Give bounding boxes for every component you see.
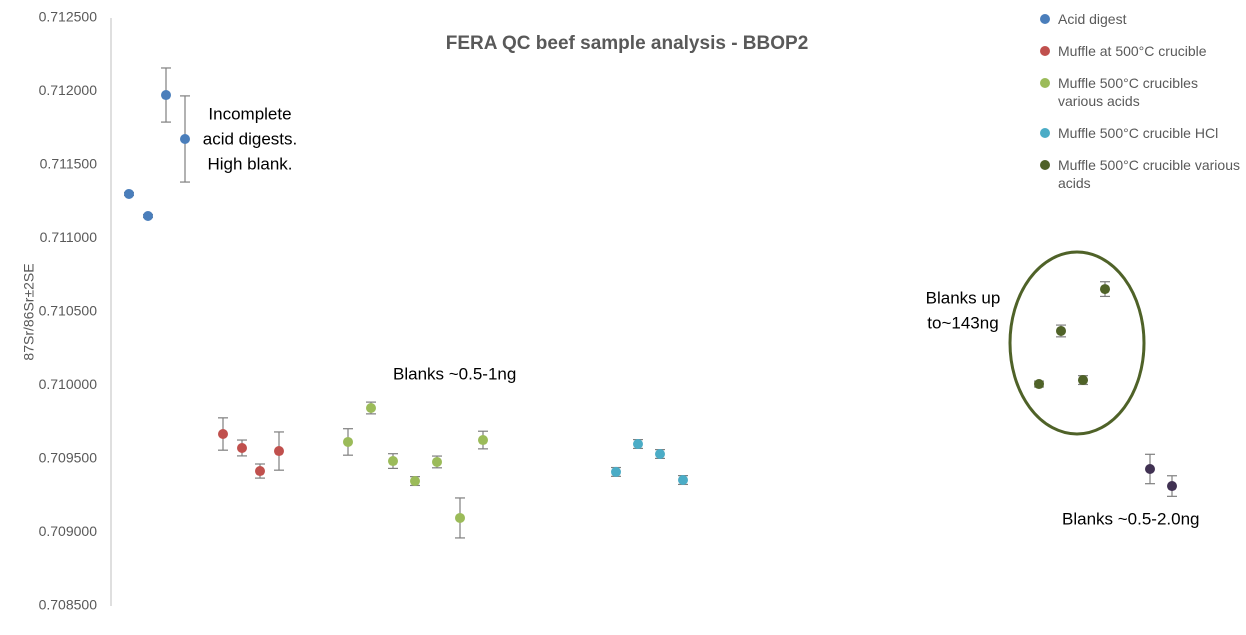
- point: [255, 466, 265, 477]
- annotation: acid digests.: [203, 129, 298, 148]
- point: [1100, 284, 1110, 295]
- highlight-ellipse: [1008, 250, 1146, 436]
- legend-item: Muffle 500°C crucible HCl: [1040, 124, 1245, 142]
- point: [1145, 463, 1155, 474]
- point: [218, 429, 228, 440]
- y-tick-label: 0.709000: [39, 523, 98, 539]
- legend-marker: [1040, 78, 1050, 88]
- legend-label: Acid digest: [1058, 11, 1127, 27]
- point: [274, 446, 284, 457]
- point: [678, 475, 688, 486]
- annotation: Blanks up: [926, 288, 1001, 307]
- point: [237, 442, 247, 453]
- annotation: to~143ng: [927, 313, 998, 332]
- legend-marker: [1040, 128, 1050, 138]
- legend-item: Muffle 500°C crucibles various acids: [1040, 74, 1245, 110]
- legend-label: Muffle 500°C crucible HCl: [1058, 125, 1219, 141]
- point: [611, 466, 621, 477]
- legend-marker: [1040, 46, 1050, 56]
- legend-item: Muffle at 500°C crucible: [1040, 42, 1245, 60]
- legend-marker: [1040, 160, 1050, 170]
- point: [161, 90, 171, 101]
- point: [366, 402, 376, 413]
- y-tick-label: 0.710500: [39, 303, 98, 319]
- chart-title: FERA QC beef sample analysis - BBOP2: [446, 33, 809, 54]
- legend-label: Muffle at 500°C crucible: [1058, 43, 1207, 59]
- point: [455, 512, 465, 523]
- point: [655, 449, 665, 460]
- annotation: Incomplete: [208, 104, 291, 123]
- y-tick-label: 0.711500: [40, 156, 98, 172]
- point: [343, 436, 353, 447]
- point: [478, 435, 488, 446]
- point: [143, 211, 153, 222]
- y-tick-label: 0.708500: [39, 597, 98, 613]
- point: [1078, 375, 1088, 386]
- point: [1034, 379, 1044, 390]
- point: [633, 439, 643, 450]
- annotation: Blanks ~0.5-1ng: [393, 364, 516, 383]
- point: [124, 188, 134, 199]
- point: [388, 456, 398, 467]
- point: [410, 476, 420, 487]
- legend-marker: [1040, 14, 1050, 24]
- legend: Acid digest Muffle at 500°C crucible Muffl…: [1040, 10, 1245, 206]
- legend-item: Muffle 500°C crucible various acids: [1040, 156, 1245, 192]
- point: [180, 133, 190, 144]
- point: [1056, 325, 1066, 336]
- y-tick-label: 0.710000: [39, 376, 98, 392]
- legend-label: Muffle 500°C crucibles various acids: [1058, 75, 1198, 109]
- y-tick-label: 0.711000: [40, 229, 98, 245]
- annotation: High blank.: [207, 154, 292, 173]
- point: [1167, 481, 1177, 492]
- annotation: Blanks ~0.5-2.0ng: [1062, 509, 1200, 528]
- legend-item: Acid digest: [1040, 10, 1245, 28]
- y-tick-label: 0.712000: [39, 82, 98, 98]
- legend-label: Muffle 500°C crucible various acids: [1058, 157, 1240, 191]
- point: [432, 456, 442, 467]
- y-tick-label: 0.709500: [39, 450, 98, 466]
- y-axis-title: 87Sr/86Sr±2SE: [21, 263, 37, 360]
- y-tick-label: 0.712500: [39, 9, 98, 25]
